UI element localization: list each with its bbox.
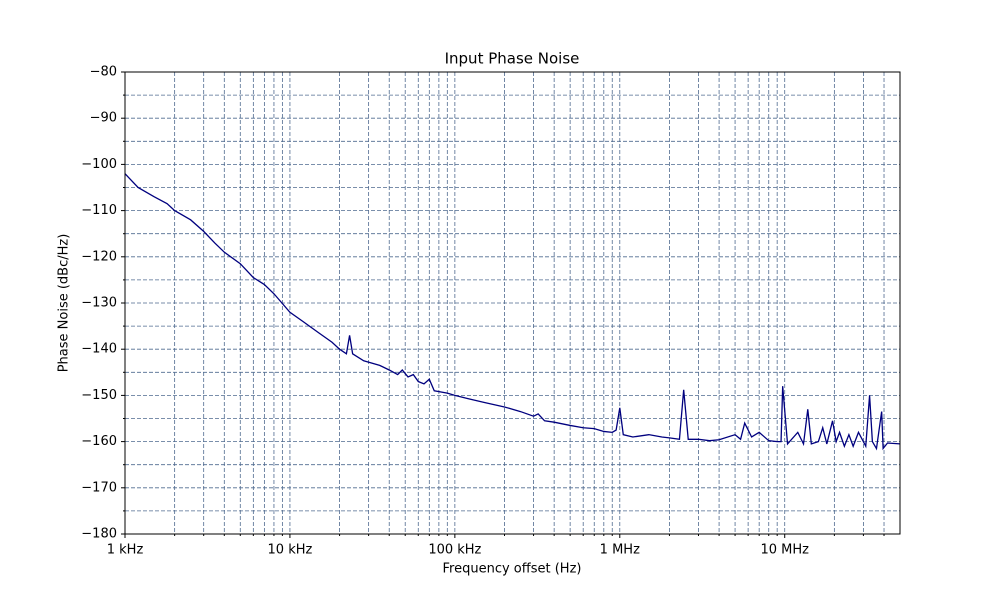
y-tick-label: −100 — [81, 157, 117, 172]
x-tick-label: 1 MHz — [600, 543, 640, 558]
y-tick-label: −180 — [81, 527, 117, 542]
y-axis-label: Phase Noise (dBc/Hz) — [57, 234, 72, 373]
x-tick-label: 10 MHz — [760, 543, 809, 558]
plot-frame — [124, 71, 901, 535]
y-tick-label: −140 — [81, 342, 117, 357]
x-tick-label: 1 kHz — [107, 543, 144, 558]
y-tick-label: −120 — [81, 249, 117, 264]
y-tick-label: −130 — [81, 296, 117, 311]
y-tick-label: −110 — [81, 203, 117, 218]
y-tick-label: −150 — [81, 388, 117, 403]
chart-title: Input Phase Noise — [445, 50, 580, 68]
x-tick-label: 100 kHz — [428, 543, 481, 558]
x-tick-label: 10 kHz — [268, 543, 313, 558]
y-tick-label: −90 — [90, 111, 117, 126]
data-line — [124, 173, 901, 451]
x-axis-label: Frequency offset (Hz) — [443, 562, 582, 577]
y-tick-label: −170 — [81, 480, 117, 495]
y-tick-label: −160 — [81, 434, 117, 449]
y-tick-label: −80 — [90, 65, 117, 80]
